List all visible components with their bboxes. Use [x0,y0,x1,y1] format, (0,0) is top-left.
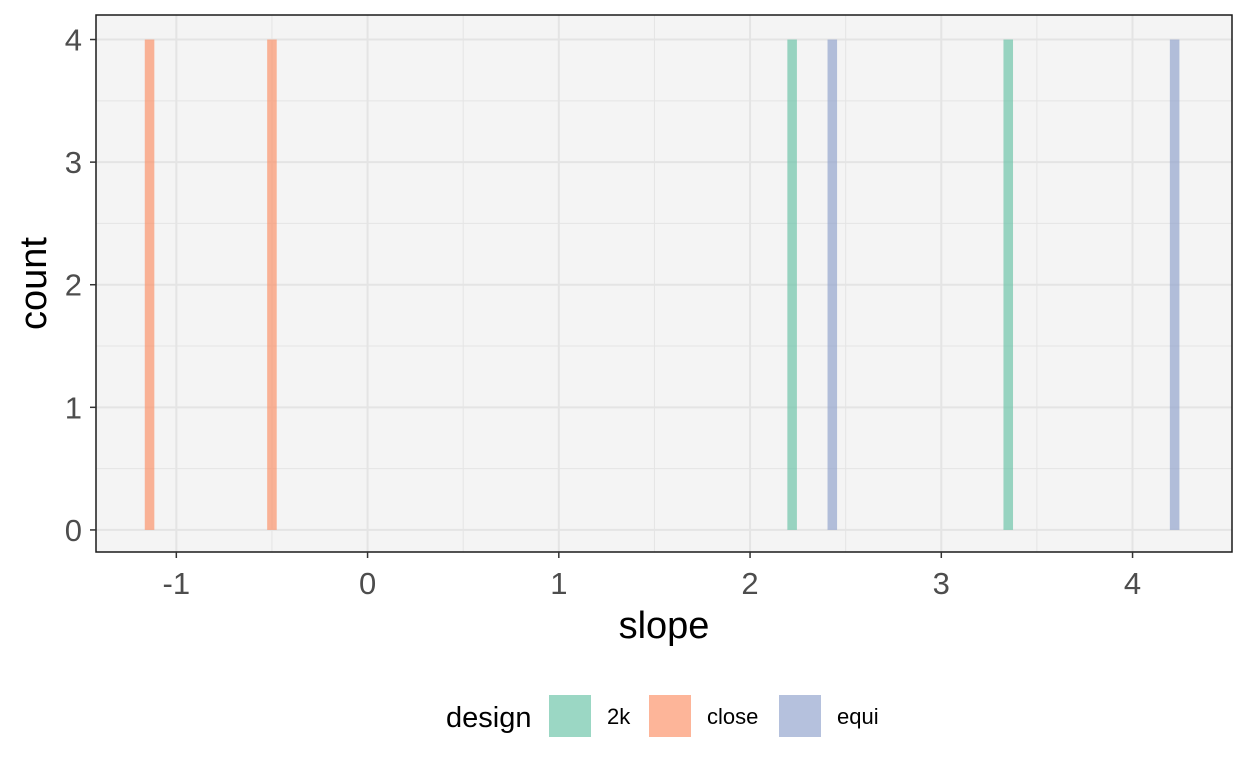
bar-2k [787,39,797,530]
y-tick-label: 0 [65,513,82,548]
y-axis-ticks: 0 1 2 3 4 [65,23,96,548]
legend-label-close: close [707,704,758,729]
y-tick-label: 2 [65,268,82,303]
y-tick-label: 4 [65,23,82,58]
bar-close [144,39,155,530]
plot-border [95,14,1233,553]
bars [144,39,1180,530]
legend-key-2k [549,695,591,737]
legend-key-close [649,695,691,737]
legend: design 2k close equi [446,695,879,737]
bar-equi [827,39,838,530]
legend-label-2k: 2k [607,704,631,729]
legend-label-equi: equi [837,704,879,729]
x-tick-label: 3 [933,566,950,601]
y-axis-title: count [13,237,55,330]
x-tick-label: 1 [550,566,567,601]
x-tick-label: 0 [359,566,376,601]
legend-key-equi [779,695,821,737]
gridlines [96,15,1232,552]
bar-equi [1169,39,1180,530]
x-tick-label: -1 [163,566,191,601]
x-tick-label: 4 [1124,566,1141,601]
bar-2k [1003,39,1014,530]
y-tick-label: 1 [65,390,82,425]
y-tick-label: 3 [65,145,82,180]
plot-panel [96,15,1232,552]
bar-close [267,39,277,530]
x-axis-ticks: -1 0 1 2 3 4 [163,552,1141,601]
x-tick-label: 2 [741,566,758,601]
legend-title: design [446,702,531,734]
x-axis-title: slope [619,605,710,647]
